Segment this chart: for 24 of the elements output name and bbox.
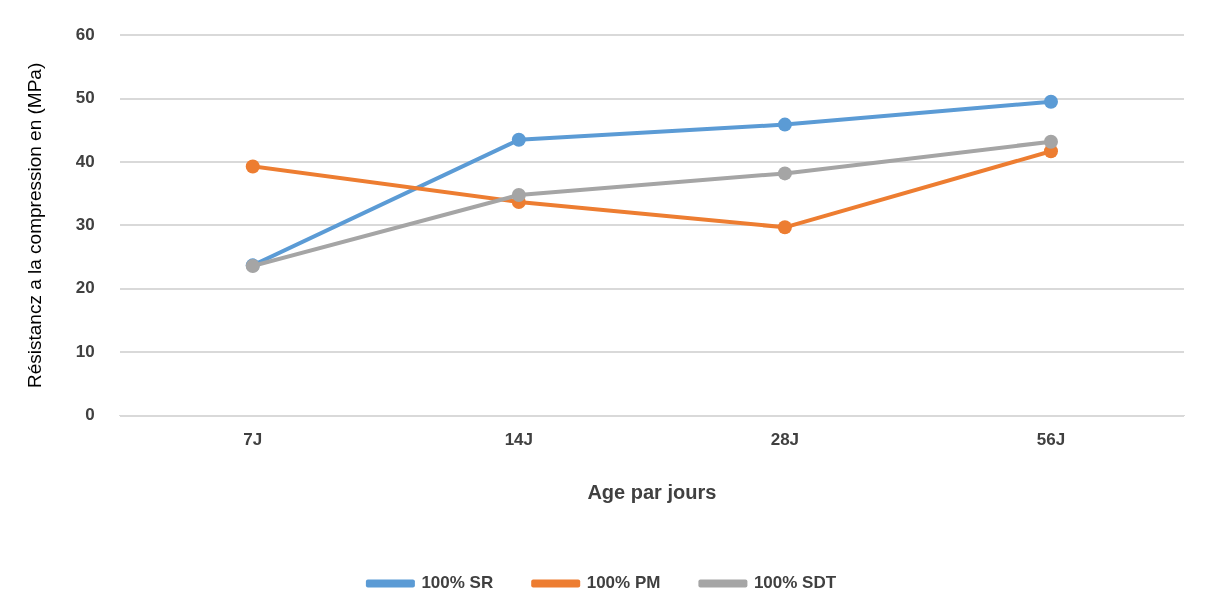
point (1043, 94, 1058, 109)
y-tick-label: 60 (75, 24, 95, 44)
x-tick-label: 28J (770, 430, 800, 450)
point (777, 220, 792, 235)
y-axis-title: Résistancz a la compression en (MPa) (23, 62, 45, 389)
point (1043, 134, 1058, 149)
point (511, 132, 526, 147)
y-tick-label: 40 (75, 151, 95, 171)
point (777, 166, 792, 181)
y-tick-label: 30 (75, 215, 95, 235)
x-tick-label: 14J (504, 430, 534, 450)
x-axis-title: Age par jours (587, 480, 717, 503)
y-tick-label: 20 (75, 278, 95, 298)
legend-label: 100% SDT (753, 573, 837, 593)
y-tick-label: 10 (75, 341, 95, 361)
point (511, 187, 526, 202)
y-tick-label: 50 (75, 88, 95, 108)
y-tick-label: 0 (85, 405, 95, 425)
point (777, 117, 792, 132)
legend-label: 100% PM (586, 573, 661, 593)
x-tick-label: 7J (243, 430, 263, 450)
point (245, 159, 260, 174)
legend-label: 100% SR (421, 573, 494, 593)
x-tick-label: 56J (1036, 430, 1066, 450)
